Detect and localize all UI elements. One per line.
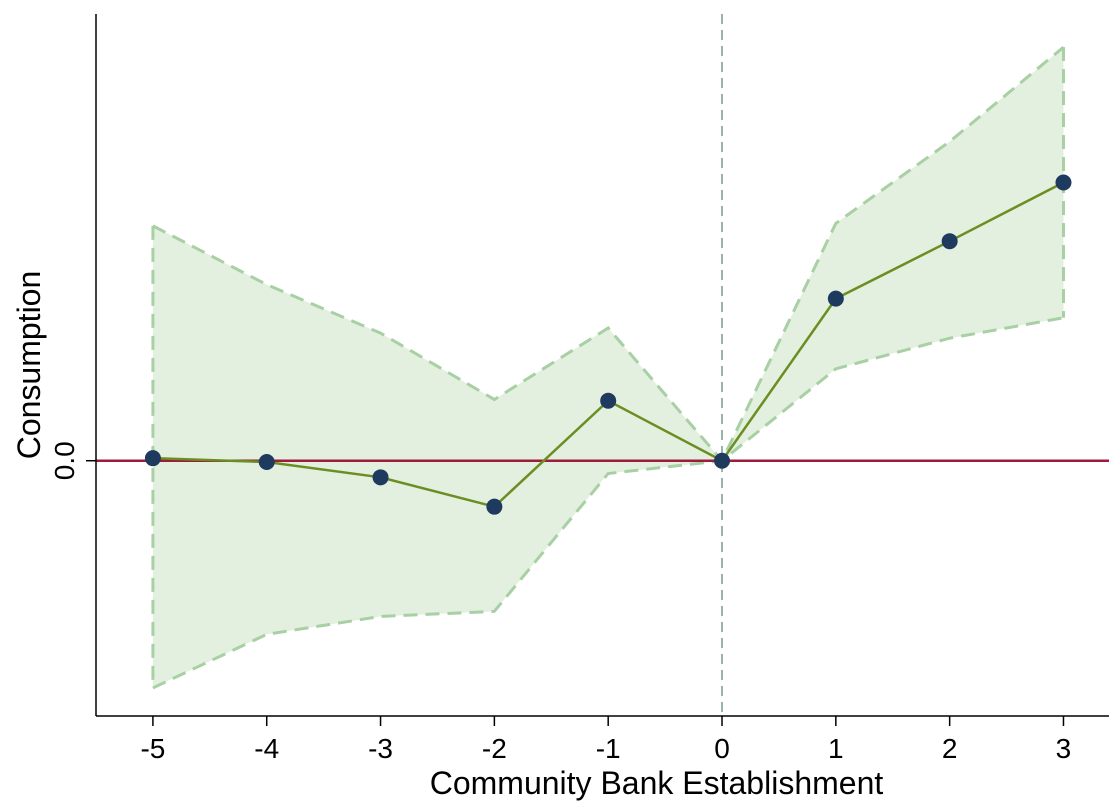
data-point-8 (941, 233, 958, 250)
data-point-1 (144, 450, 161, 467)
confidence-band (151, 46, 1065, 690)
axes (86, 14, 1109, 726)
data-point-9 (1055, 174, 1072, 191)
y-tick-label: 0.0 (49, 441, 80, 480)
ci-upper-bound (152, 46, 1065, 464)
ci-band-fill (152, 47, 1064, 688)
data-point-3 (372, 469, 389, 486)
x-axis-title: Community Bank Establishment (430, 765, 884, 801)
x-tick-label: 2 (942, 733, 958, 764)
x-tick-label: -4 (254, 733, 279, 764)
x-tick-label: -3 (368, 733, 393, 764)
data-point-2 (258, 454, 275, 471)
x-tick-label: 1 (828, 733, 844, 764)
series-markers (144, 174, 1072, 515)
x-tick-label: -2 (482, 733, 507, 764)
data-point-7 (827, 290, 844, 307)
x-tick-label: 0 (714, 733, 730, 764)
tick-labels: -5 -4 -3 -2 -1 0 1 2 3 0.0 (49, 441, 1071, 764)
y-axis-title: Consumption (11, 271, 47, 460)
ci-lower-bound (152, 316, 1064, 690)
data-point-6 (714, 452, 731, 469)
x-tick-label: 3 (1056, 733, 1072, 764)
x-tick-label: -5 (140, 733, 165, 764)
x-tick-label: -1 (596, 733, 621, 764)
data-point-5 (600, 392, 617, 409)
data-point-4 (486, 498, 503, 515)
